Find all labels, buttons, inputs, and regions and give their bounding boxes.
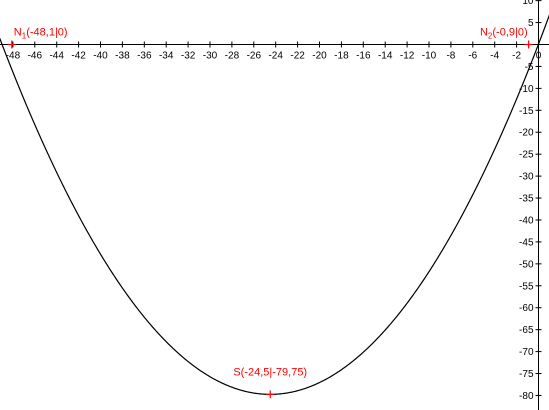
y-tick-label: -30 xyxy=(519,172,534,183)
y-tick-label: -45 xyxy=(519,237,534,248)
y-tick-label: 10 xyxy=(522,0,534,7)
x-tick-label: -14 xyxy=(378,51,393,62)
x-tick-label: -26 xyxy=(247,51,262,62)
x-tick-label: -48 xyxy=(6,51,21,62)
x-tick-label: -42 xyxy=(71,51,86,62)
x-tick-label: 0 xyxy=(536,51,542,62)
x-tick-label: -4 xyxy=(490,51,499,62)
y-tick-label: -70 xyxy=(519,347,534,358)
x-tick-label: -34 xyxy=(159,51,174,62)
x-tick-label: -38 xyxy=(115,51,130,62)
x-tick-label: -44 xyxy=(49,51,64,62)
y-tick-label: -15 xyxy=(519,106,534,117)
point-label-n1: N1(-48,1|0) xyxy=(14,27,68,41)
x-tick-label: -32 xyxy=(181,51,196,62)
x-tick-label: -36 xyxy=(137,51,152,62)
x-tick-label: -18 xyxy=(334,51,349,62)
x-tick-label: -12 xyxy=(400,51,415,62)
parabola-curve-group xyxy=(0,14,549,395)
x-tick-label: -16 xyxy=(356,51,371,62)
y-tick-label: -20 xyxy=(519,128,534,139)
x-tick-label: -46 xyxy=(28,51,43,62)
y-tick-label: -55 xyxy=(519,281,534,292)
y-tick-label: 5 xyxy=(528,18,534,29)
y-tick-label: -10 xyxy=(519,84,534,95)
y-tick-label: -50 xyxy=(519,259,534,270)
y-tick-label: -40 xyxy=(519,215,534,226)
x-tick-label: -28 xyxy=(225,51,240,62)
x-tick-label: -30 xyxy=(203,51,218,62)
parabola-curve xyxy=(0,14,549,395)
x-tick-label: -40 xyxy=(93,51,108,62)
x-tick-label: -20 xyxy=(312,51,327,62)
x-axis-ticks: -48 -46 -44 -42 -40 -38 -36 -34 -32 -30 -28 -26 -24-… xyxy=(6,41,542,62)
y-tick-label: -60 xyxy=(519,303,534,314)
y-tick-label: -75 xyxy=(519,369,534,380)
y-tick-label: -65 xyxy=(519,325,534,336)
special-points: N1(-48,1|0) N2(-0,9|0) S(-24,5|-79,75) xyxy=(7,27,533,399)
x-tick-label: -6 xyxy=(468,51,477,62)
y-tick-label: -80 xyxy=(519,391,534,402)
x-tick-label: -24 xyxy=(268,51,283,62)
point-label-s: S(-24,5|-79,75) xyxy=(233,366,307,378)
x-tick-label: -2 xyxy=(512,51,521,62)
point-label-n2: N2(-0,9|0) xyxy=(480,27,528,41)
y-tick-label: -35 xyxy=(519,194,534,205)
x-tick-label: -22 xyxy=(290,51,305,62)
x-tick-label: -10 xyxy=(422,51,437,62)
y-tick-label: -25 xyxy=(519,150,534,161)
x-tick-label: -8 xyxy=(446,51,455,62)
